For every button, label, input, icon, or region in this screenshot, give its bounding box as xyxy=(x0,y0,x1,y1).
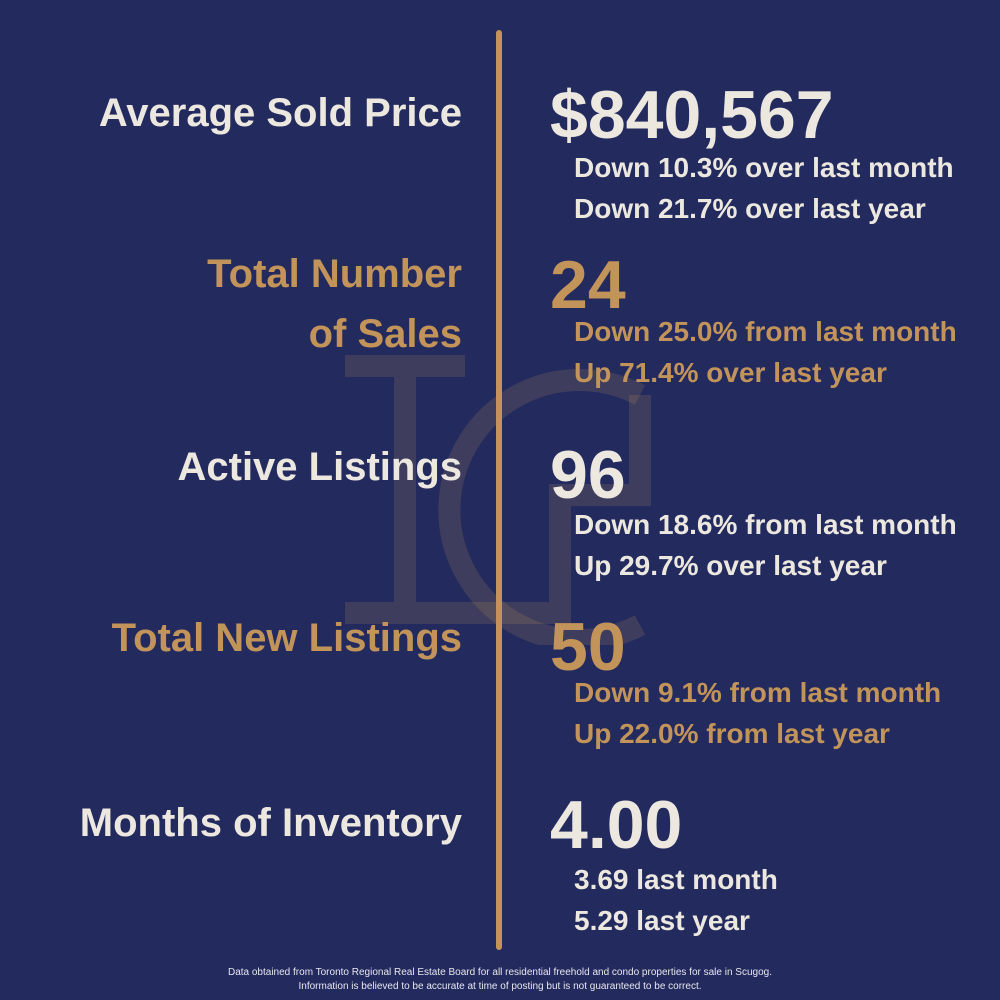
sales-yearly-change: Up 71.4% over last year xyxy=(574,357,887,388)
new-listings-monthly-change: Down 9.1% from last month xyxy=(574,677,942,708)
label-total-sales-line1: Total Number xyxy=(207,252,462,296)
vertical-divider xyxy=(496,30,502,950)
inventory-last-year: 5.29 last year xyxy=(574,905,750,936)
label-average-sold-price: Average Sold Price xyxy=(98,91,462,135)
value-months-of-inventory: 4.00 xyxy=(550,787,683,863)
avg-price-yearly-change: Down 21.7% over last year xyxy=(574,193,926,224)
label-total-new-listings: Total New Listings xyxy=(111,616,462,660)
sales-monthly-change: Down 25.0% from last month xyxy=(574,316,957,347)
active-yearly-change: Up 29.7% over last year xyxy=(574,550,887,581)
label-active-listings: Active Listings xyxy=(177,445,462,489)
active-monthly-change: Down 18.6% from last month xyxy=(574,509,957,540)
lc-logo-watermark-icon xyxy=(345,355,651,645)
inventory-last-month: 3.69 last month xyxy=(574,864,778,895)
new-listings-yearly-change: Up 22.0% from last year xyxy=(574,718,890,749)
avg-price-monthly-change: Down 10.3% over last month xyxy=(574,152,954,183)
label-total-sales-line2: of Sales xyxy=(308,312,462,356)
footer-line-1: Data obtained from Toronto Regional Real… xyxy=(227,967,773,978)
value-average-sold-price: $840,567 xyxy=(550,77,834,153)
value-total-sales: 24 xyxy=(550,247,626,323)
label-months-of-inventory: Months of Inventory xyxy=(79,801,462,845)
value-active-listings: 96 xyxy=(550,437,626,513)
footer-disclaimer: Data obtained from Toronto Regional Real… xyxy=(0,966,1000,994)
value-total-new-listings: 50 xyxy=(550,609,626,685)
footer-line-2: Information is believed to be accurate a… xyxy=(298,981,702,992)
